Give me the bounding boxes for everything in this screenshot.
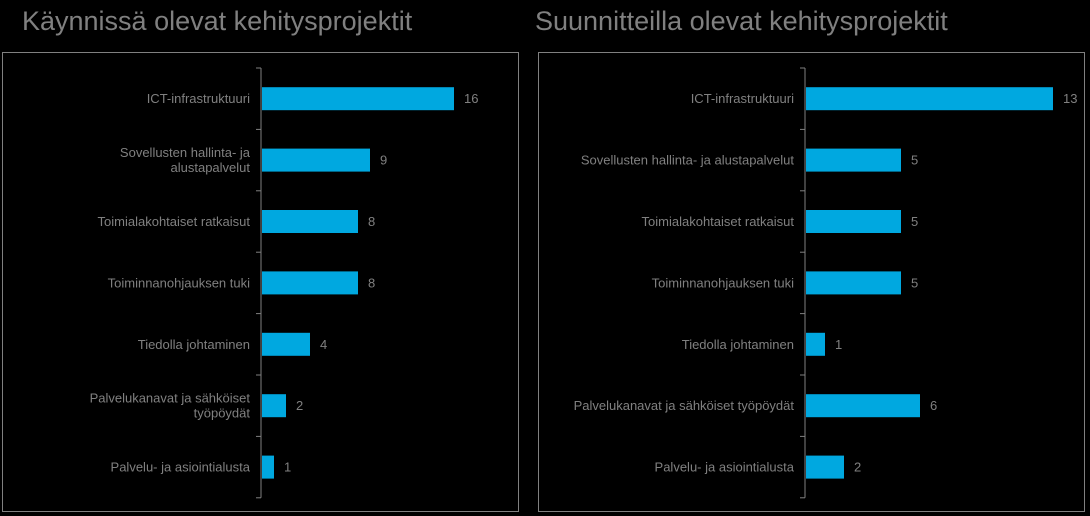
category-label: Tiedolla johtaminen [682,337,794,352]
category-label: Toimialakohtaiset ratkaisut [642,214,795,229]
category-label: Palvelu- ja asiointialusta [655,460,795,475]
chart-frame-right: ICT-infrastruktuuri 13 Sovellusten hallint… [538,52,1085,512]
category-label: Toiminnanohjauksen tuki [108,275,250,290]
value-label: 1 [284,460,291,475]
category-label: ICT-infrastruktuuri [147,91,250,106]
bar [806,332,825,356]
bar [262,148,370,172]
category-label: Palvelukanavat ja sähköiset työpöydät [574,398,795,413]
value-label: 8 [368,275,375,290]
bar [806,148,901,172]
bar [262,332,310,356]
value-label: 2 [296,398,303,413]
bar [806,394,920,418]
chart-left: ICT-infrastruktuuri 16 Sovellusten hallint… [90,67,478,499]
category-label: Sovellusten hallinta- ja alustapalvelut [581,153,795,168]
value-label: 6 [930,398,937,413]
bar [262,455,274,479]
category-label: ICT-infrastruktuuri [691,91,794,106]
value-label: 5 [911,153,918,168]
bar [262,210,358,233]
value-label: 5 [911,214,918,229]
chart-frame-left: ICT-infrastruktuuri 16 Sovellusten hallint… [2,52,519,512]
chart-title-right: Suunnitteilla olevat kehitysprojektit [535,6,948,36]
category-label: Sovellusten hallinta- ja alustapalvelut [120,145,251,175]
bar [262,87,454,111]
category-label: Toimialakohtaiset ratkaisut [98,214,251,229]
value-label: 16 [464,91,478,106]
value-label: 13 [1063,91,1077,106]
chart-title-left: Käynnissä olevat kehitysprojektit [22,6,413,36]
value-label: 8 [368,214,375,229]
bar [262,271,358,295]
value-label: 1 [835,337,842,352]
bar [806,271,901,295]
value-label: 2 [854,460,861,475]
chart-right: ICT-infrastruktuuri 13 Sovellusten hallint… [574,67,1077,499]
category-label: Palvelu- ja asiointialusta [111,460,251,475]
category-label: Tiedolla johtaminen [138,337,250,352]
bar [262,394,286,418]
value-label: 4 [320,337,327,352]
value-label: 9 [380,153,387,168]
value-label: 5 [911,275,918,290]
bar [806,455,844,479]
category-label: Palvelukanavat ja sähköiset työpöydät [90,391,251,421]
bar [806,87,1053,111]
category-label: Toiminnanohjauksen tuki [652,275,794,290]
bar [806,210,901,233]
